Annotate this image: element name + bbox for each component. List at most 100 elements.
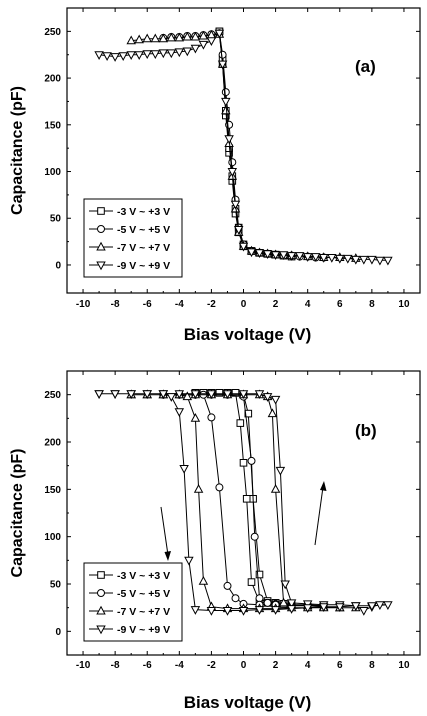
x-tick-label: -2: [207, 299, 216, 310]
data-point: [223, 581, 232, 590]
x-tick-label: 8: [369, 660, 375, 671]
x-tick-label: -6: [143, 660, 152, 671]
y-axis-label: Capacitance (pF): [9, 86, 26, 215]
x-tick-label: 2: [273, 299, 279, 310]
x-tick-label: 10: [398, 660, 410, 671]
legend: -3 V ~ +3 V -5 V ~ +5 V -7 V ~ +7 V -9 V ~ …: [83, 562, 183, 642]
x-tick-label: 0: [241, 660, 247, 671]
y-tick-label: 100: [44, 167, 61, 178]
series-line: [163, 32, 324, 258]
series-line: [131, 394, 356, 610]
y-tick-label: 100: [44, 532, 61, 543]
legend-marker: [97, 225, 105, 233]
data-point: [250, 532, 259, 541]
data-point: [166, 49, 176, 58]
data-point: [375, 256, 385, 265]
data-point: [271, 395, 280, 405]
y-tick-label: 200: [44, 74, 61, 85]
x-tick-label: 0: [241, 299, 247, 310]
x-tick-label: 4: [305, 299, 311, 310]
data-point: [134, 51, 144, 60]
data-point: [194, 484, 203, 493]
x-tick-label: -2: [207, 660, 216, 671]
data-point: [255, 594, 264, 603]
x-tick-label: -6: [143, 299, 152, 310]
legend-label: -5 V ~ +5 V: [117, 588, 170, 600]
x-tick-label: -4: [175, 299, 184, 310]
legend-label: -3 V ~ +3 V: [117, 206, 170, 218]
data-point: [236, 419, 245, 427]
x-axis-label: Bias voltage (V): [184, 693, 312, 712]
data-point: [231, 594, 240, 603]
legend-marker: [97, 207, 105, 215]
x-tick-label: 2: [273, 660, 279, 671]
legend-label: -7 V ~ +7 V: [117, 606, 170, 618]
data-point: [191, 413, 200, 422]
data-point: [268, 408, 277, 418]
x-tick-label: -8: [111, 299, 120, 310]
data-point: [221, 97, 231, 107]
legend-label: -9 V ~ +9 V: [117, 260, 170, 272]
data-point: [224, 135, 234, 144]
x-tick-label: -8: [111, 660, 120, 671]
data-point: [221, 88, 230, 97]
legend-label: -3 V ~ +3 V: [117, 570, 170, 582]
y-tick-label: 50: [50, 214, 62, 225]
y-tick-label: 0: [55, 260, 61, 271]
x-tick-label: -10: [76, 660, 91, 671]
y-axis-ticks: 0 50 100 150 200 250: [44, 27, 420, 271]
data-point: [242, 495, 251, 503]
x-tick-label: -4: [175, 660, 184, 671]
data-point: [359, 255, 369, 265]
data-point: [150, 34, 160, 43]
data-point: [215, 483, 224, 492]
x-axis-ticks: -10 -8 -6 -4 -2 0 2 4 6 8 10: [76, 8, 410, 310]
x-tick-label: 8: [369, 299, 375, 310]
panel-label: (b): [355, 421, 377, 440]
data-point: [383, 256, 393, 265]
x-tick-label: 4: [305, 660, 311, 671]
x-tick-label: 6: [337, 299, 343, 310]
data-point: [207, 607, 216, 616]
data-point: [110, 390, 120, 399]
data-point: [184, 556, 194, 565]
data-point: [174, 408, 184, 417]
down-arrow-shaft: [160, 506, 169, 556]
data-point: [199, 40, 208, 50]
data-point: [276, 466, 285, 476]
data-point: [271, 484, 280, 493]
panel-label: (a): [355, 57, 376, 76]
data-point: [179, 465, 189, 474]
down-arrow-head: [164, 551, 171, 561]
y-tick-label: 150: [44, 485, 61, 496]
data-point: [207, 413, 216, 422]
legend: -3 V ~ +3 V -5 V ~ +5 V -7 V ~ +7 V -9 V ~ …: [83, 198, 183, 278]
data-point: [142, 34, 152, 43]
data-point: [247, 578, 256, 586]
data-point: [110, 53, 120, 62]
y-tick-label: 200: [44, 438, 61, 449]
data-series: [94, 389, 393, 616]
y-tick-label: 250: [44, 27, 61, 38]
data-point: [207, 37, 216, 46]
legend-marker: [97, 589, 105, 597]
y-tick-label: 250: [44, 390, 61, 401]
x-axis-ticks: -10 -8 -6 -4 -2 0 2 4 6 8 10: [76, 371, 410, 671]
data-point: [94, 390, 104, 399]
up-arrow-shaft: [314, 486, 324, 546]
x-tick-label: 6: [337, 660, 343, 671]
data-point: [263, 598, 272, 607]
data-point: [218, 50, 227, 59]
x-axis-label: Bias voltage (V): [184, 325, 312, 344]
y-axis-ticks: 0 50 100 150 200 250: [44, 390, 420, 638]
legend-label: -5 V ~ +5 V: [117, 224, 170, 236]
legend-marker: [97, 571, 105, 579]
data-point: [239, 459, 248, 467]
data-point: [150, 50, 160, 59]
x-tick-label: 10: [398, 299, 410, 310]
up-arrow-head: [320, 481, 327, 491]
y-tick-label: 150: [44, 120, 61, 131]
y-tick-label: 0: [55, 627, 61, 638]
